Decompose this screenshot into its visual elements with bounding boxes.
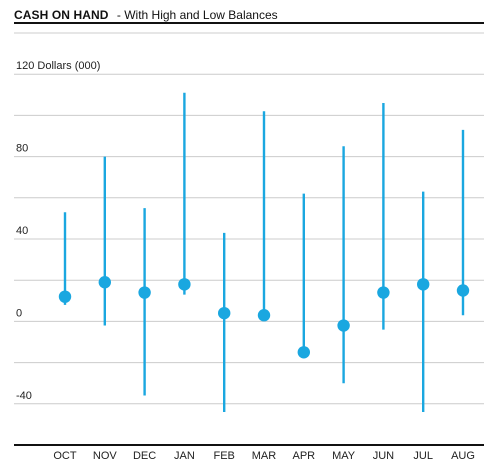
- y-tick-label: 80: [16, 143, 28, 155]
- x-tick-label: NOV: [93, 450, 118, 462]
- chart-subtitle: - With High and Low Balances: [116, 8, 278, 22]
- y-tick-labels: 120 Dollars (000) 80 40 0 -40: [16, 60, 100, 402]
- x-tick-label: JUN: [373, 450, 394, 462]
- x-tick-label: MAY: [332, 450, 356, 462]
- y-tick-label: 40: [16, 225, 28, 237]
- value-point: [178, 278, 191, 291]
- data-marks: [58, 92, 470, 413]
- value-point: [337, 319, 350, 332]
- y-tick-label: 0: [16, 307, 22, 319]
- value-point: [98, 276, 112, 289]
- gridlines: [14, 32, 484, 405]
- x-tick-label: APR: [292, 450, 315, 462]
- value-point: [138, 286, 151, 299]
- title-rule: [14, 22, 484, 24]
- value-point: [58, 290, 72, 303]
- x-tick-label: MAR: [252, 450, 277, 462]
- y-tick-label: 120 Dollars (000): [16, 60, 100, 72]
- x-tick-label: JAN: [174, 450, 195, 462]
- value-point: [456, 284, 470, 297]
- y-tick-label: -40: [16, 390, 32, 402]
- value-point: [417, 278, 430, 291]
- x-tick-labels: OCT NOV DEC JAN FEB MAR APR MAY JUN JUL AUG: [53, 450, 475, 462]
- x-tick-label: FEB: [213, 450, 234, 462]
- x-tick-label: DEC: [133, 450, 156, 462]
- value-point: [257, 309, 271, 322]
- value-point: [377, 286, 390, 299]
- chart-header: CASH ON HAND - With High and Low Balance…: [14, 8, 278, 22]
- value-point: [297, 346, 310, 359]
- x-tick-label: AUG: [451, 450, 475, 462]
- chart-title: CASH ON HAND: [14, 8, 109, 22]
- x-tick-label: OCT: [53, 450, 77, 462]
- x-tick-label: JUL: [413, 450, 433, 462]
- value-point: [218, 306, 231, 320]
